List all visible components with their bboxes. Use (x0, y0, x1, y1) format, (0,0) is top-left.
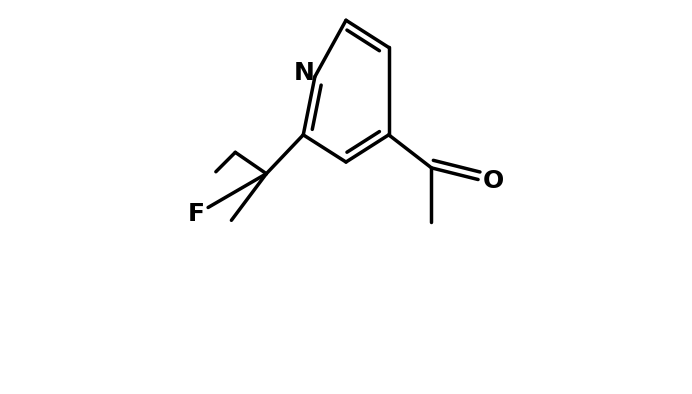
Text: F: F (188, 203, 205, 227)
Text: N: N (293, 61, 314, 85)
Text: O: O (483, 169, 504, 193)
